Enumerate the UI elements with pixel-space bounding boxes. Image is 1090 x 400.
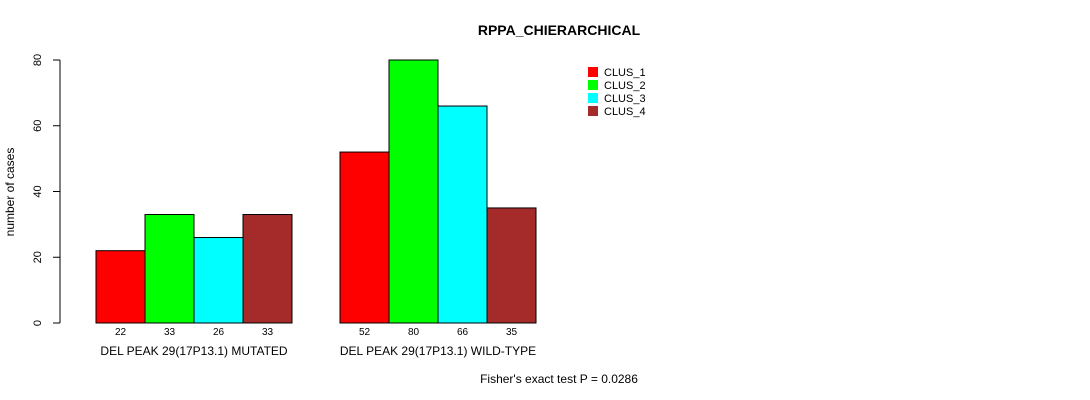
bar-clus-3-group-1 xyxy=(193,237,244,324)
y-tick-label: 60 xyxy=(32,120,44,132)
legend-swatch xyxy=(588,106,598,116)
category-label: DEL PEAK 29(17P13.1) MUTATED xyxy=(100,344,288,358)
group-labels: DEL PEAK 29(17P13.1) MUTATED DEL PEAK 29(… xyxy=(100,344,536,358)
legend-label: CLUS_1 xyxy=(604,67,646,79)
bar-clus-3-group-2 xyxy=(437,105,488,324)
legend-label: CLUS_3 xyxy=(604,93,646,105)
bar-value-label: 35 xyxy=(506,327,518,338)
bar-clus-4-group-1 xyxy=(242,214,293,324)
y-tick-label: 20 xyxy=(32,251,44,263)
bar-value-label: 33 xyxy=(164,327,176,338)
legend-label: CLUS_2 xyxy=(604,80,646,92)
chart-title: RPPA_CHIERARCHICAL xyxy=(478,22,641,38)
legend-label: CLUS_4 xyxy=(604,106,646,118)
legend-swatch xyxy=(588,67,598,77)
bar-clus-2-group-2 xyxy=(388,59,439,324)
legend-swatch xyxy=(588,93,598,103)
bar-value-label: 22 xyxy=(115,327,127,338)
y-axis-label: number of cases xyxy=(3,148,17,237)
bar-value-label: 26 xyxy=(213,327,225,338)
y-axis: 0 20 40 60 80 xyxy=(32,54,61,326)
bar-value-label: 33 xyxy=(262,327,274,338)
bar-clus-4-group-2 xyxy=(486,207,537,324)
bar-value-label: 52 xyxy=(359,327,371,338)
y-tick-label: 0 xyxy=(32,320,44,326)
fisher-test-footnote: Fisher's exact test P = 0.0286 xyxy=(480,372,638,386)
bar-value-label: 80 xyxy=(408,327,420,338)
bar-value-label: 66 xyxy=(457,327,469,338)
y-tick-label: 40 xyxy=(32,185,44,197)
bar-clus-1-group-2 xyxy=(339,151,390,324)
bar-clus-1-group-1 xyxy=(95,250,146,324)
bar-clus-2-group-1 xyxy=(144,214,195,324)
category-label: DEL PEAK 29(17P13.1) WILD-TYPE xyxy=(340,344,536,358)
legend-swatch xyxy=(588,80,598,90)
y-tick-label: 80 xyxy=(32,54,44,66)
bars xyxy=(95,59,537,324)
bar-value-labels: 22 33 26 33 52 80 66 35 xyxy=(115,327,518,338)
